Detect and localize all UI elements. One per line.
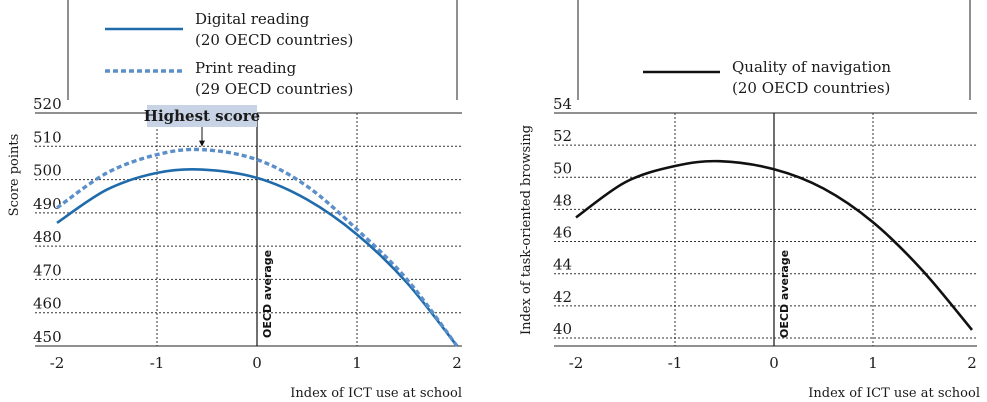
highest-score-arrowhead bbox=[199, 140, 205, 147]
legend-right: Quality of navigation (20 OECD countries… bbox=[643, 58, 891, 97]
left-y-tick-label: 470 bbox=[33, 261, 62, 279]
left-x-axis-title: Index of ICT use at school bbox=[290, 386, 462, 401]
legend-label-digital-reading: Digital reading bbox=[195, 10, 310, 28]
right-y-tick-label: 46 bbox=[553, 224, 572, 242]
left-y-tick-label: 490 bbox=[33, 195, 62, 213]
legend-label-quality-of-navigation: Quality of navigation bbox=[732, 58, 891, 76]
left-series-line-digital-reading bbox=[56, 167, 459, 347]
legend-sublabel-quality-of-navigation: (20 OECD countries) bbox=[732, 79, 890, 97]
left-x-tick-label: 1 bbox=[352, 354, 362, 372]
right-plot: 40 42 44 46 48 50 52 54 -2 -1 0 1 2 OECD average bbox=[553, 95, 977, 372]
right-x-tick-label: 2 bbox=[967, 354, 977, 372]
right-y-tick-label: 48 bbox=[553, 191, 572, 209]
left-x-tick-label: -1 bbox=[150, 354, 165, 372]
left-x-tick-label: 2 bbox=[452, 354, 462, 372]
left-x-tick-label: -2 bbox=[50, 354, 65, 372]
right-y-tick-label: 44 bbox=[553, 256, 572, 274]
left-y-tick-label: 500 bbox=[33, 162, 62, 180]
legend-sublabel-print-reading: (29 OECD countries) bbox=[195, 80, 353, 98]
right-y-axis-title: Index of task-oriented browsing bbox=[519, 125, 534, 335]
left-series-line-print-reading bbox=[56, 147, 459, 348]
legend-label-print-reading: Print reading bbox=[195, 59, 297, 77]
left-y-tick-label: 480 bbox=[33, 228, 62, 246]
right-x-tick-label: -2 bbox=[569, 354, 584, 372]
right-x-tick-label: 0 bbox=[769, 354, 779, 372]
highest-score-label: Highest score bbox=[144, 107, 260, 125]
right-y-tick-label: 42 bbox=[553, 288, 572, 306]
left-y-tick-label: 520 bbox=[33, 95, 62, 113]
right-y-tick-label: 54 bbox=[553, 95, 572, 113]
legend-frames bbox=[67, 0, 971, 100]
right-x-axis-title: Index of ICT use at school bbox=[808, 386, 980, 401]
legend-left: Digital reading (20 OECD countries) Prin… bbox=[105, 10, 353, 98]
right-series-line-quality-of-navigation bbox=[575, 159, 973, 331]
left-oecd-average-label: OECD average bbox=[261, 250, 274, 338]
right-x-tick-label: 1 bbox=[868, 354, 878, 372]
legend-sublabel-digital-reading: (20 OECD countries) bbox=[195, 31, 353, 49]
right-x-tick-label: -1 bbox=[668, 354, 683, 372]
left-y-axis-title: Score points bbox=[7, 134, 22, 217]
right-y-tick-label: 50 bbox=[553, 159, 572, 177]
left-y-tick-label: 450 bbox=[33, 328, 62, 346]
left-x-tick-label: 0 bbox=[252, 354, 262, 372]
left-y-tick-label: 460 bbox=[33, 295, 62, 313]
right-y-tick-label: 52 bbox=[553, 127, 572, 145]
right-oecd-average-label: OECD average bbox=[778, 250, 791, 338]
left-y-tick-label: 510 bbox=[33, 128, 62, 146]
highest-score-label-box bbox=[147, 105, 257, 127]
right-y-tick-label: 40 bbox=[553, 320, 572, 338]
left-plot: 450 460 470 480 490 500 510 520 -2 -1 0 1 2 OECD aver… bbox=[33, 95, 462, 372]
